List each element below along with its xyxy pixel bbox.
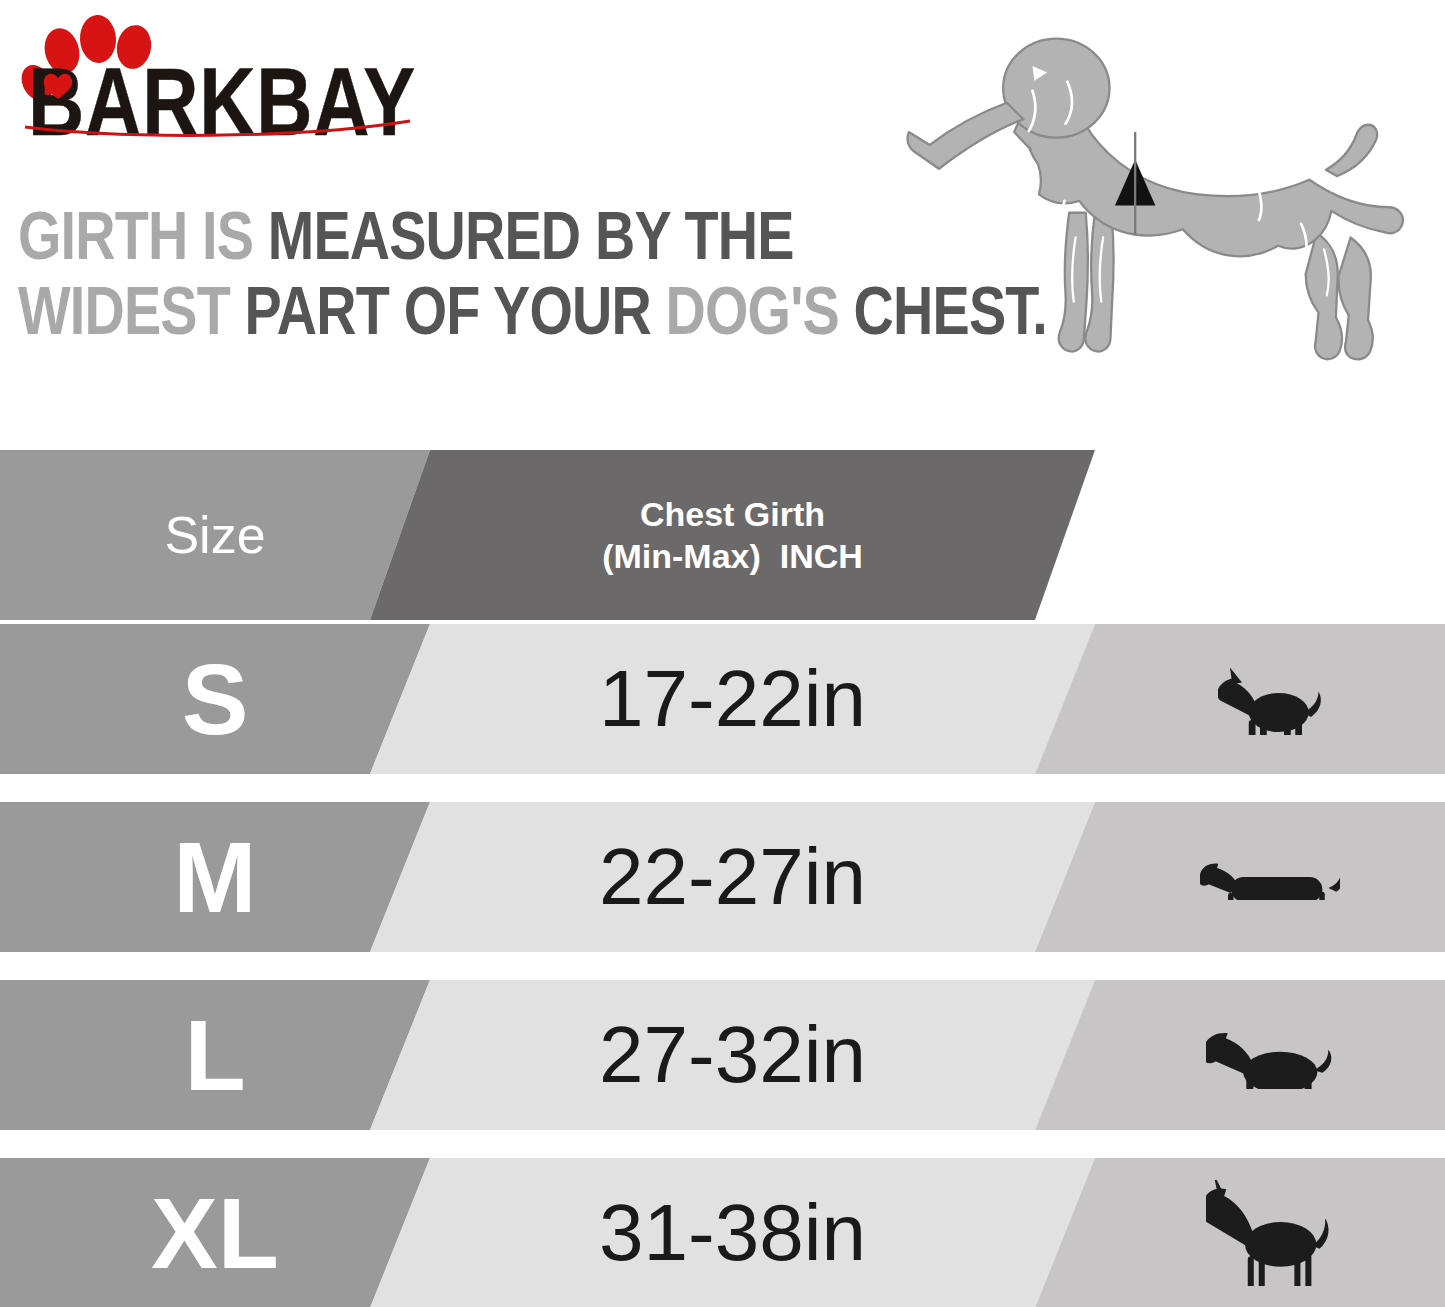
svg-text:BARKBAY: BARKBAY xyxy=(28,48,416,140)
